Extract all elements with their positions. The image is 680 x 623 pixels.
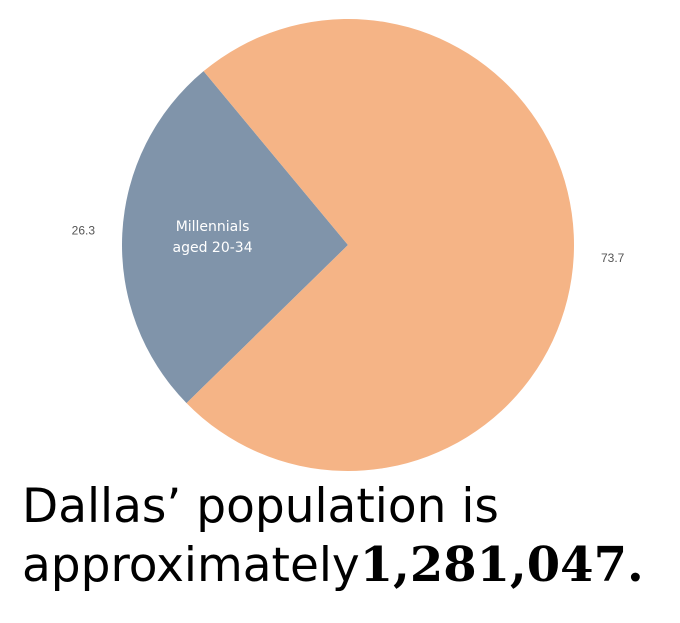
chart: 26.3 73.7 — [72, 19, 625, 472]
value-label: 26.3 — [72, 224, 96, 238]
value-label: 73.7 — [601, 251, 625, 265]
slice-label: Millennials aged 20-34 — [172, 219, 253, 257]
caption-line: approximately1,281,047. — [22, 536, 644, 595]
caption-line: approximately — [22, 538, 360, 593]
caption-line: Dallas’ population is — [22, 479, 499, 534]
pie-slice — [186, 19, 575, 472]
caption: Dallas’ population is approximately1,281… — [22, 478, 644, 595]
pie-slice — [122, 71, 348, 404]
population-number: 1,281,047. — [359, 537, 644, 593]
